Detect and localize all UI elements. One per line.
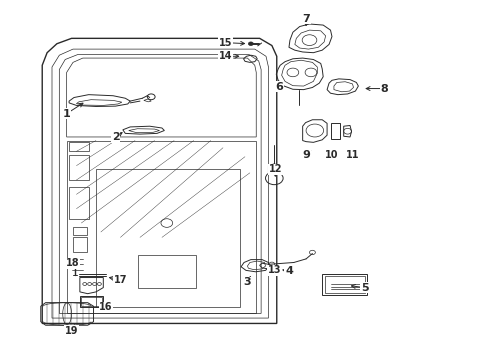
Bar bbox=[325, 276, 365, 293]
Text: 7: 7 bbox=[302, 14, 310, 24]
Bar bbox=[80, 296, 103, 307]
Text: 14: 14 bbox=[219, 51, 232, 61]
Bar bbox=[73, 237, 87, 252]
Text: 10: 10 bbox=[325, 150, 339, 160]
Text: 18: 18 bbox=[66, 258, 80, 268]
Bar bbox=[322, 274, 367, 295]
Bar bbox=[138, 255, 196, 288]
Text: 17: 17 bbox=[114, 275, 127, 285]
Text: 11: 11 bbox=[346, 150, 359, 160]
Text: 13: 13 bbox=[268, 265, 281, 275]
Text: 16: 16 bbox=[99, 302, 113, 312]
Text: 4: 4 bbox=[285, 266, 293, 276]
Text: 9: 9 bbox=[302, 150, 310, 160]
Text: 3: 3 bbox=[244, 277, 251, 287]
Text: 2: 2 bbox=[112, 132, 120, 142]
Text: 15: 15 bbox=[219, 38, 232, 48]
Text: 8: 8 bbox=[380, 84, 388, 94]
Circle shape bbox=[248, 42, 253, 45]
Text: 1: 1 bbox=[63, 109, 71, 119]
Bar bbox=[69, 187, 89, 220]
Text: 19: 19 bbox=[65, 325, 78, 336]
Text: 5: 5 bbox=[361, 283, 368, 293]
Bar bbox=[69, 142, 89, 151]
Bar bbox=[69, 155, 89, 180]
Bar bbox=[81, 297, 102, 306]
Text: 12: 12 bbox=[269, 164, 282, 174]
Bar bbox=[73, 226, 87, 234]
Text: 6: 6 bbox=[275, 82, 283, 92]
